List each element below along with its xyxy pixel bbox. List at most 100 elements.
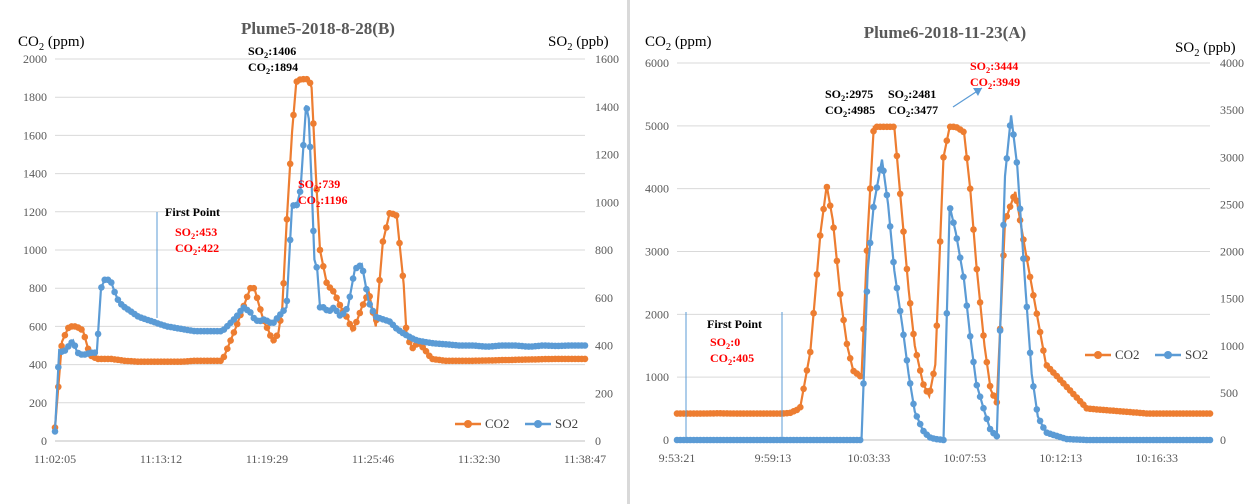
y-tick-label: 1400 — [23, 167, 47, 181]
data-point-so2 — [993, 432, 1001, 440]
data-point-co2 — [330, 288, 337, 295]
data-point-co2 — [383, 224, 390, 231]
annotation-text: CO2:3477 — [888, 103, 938, 119]
data-point-co2 — [257, 306, 264, 313]
data-point-co2 — [422, 347, 430, 355]
data-point-co2 — [936, 238, 944, 245]
data-point-co2 — [310, 120, 317, 127]
data-point-co2 — [797, 403, 804, 411]
data-point-co2 — [399, 272, 407, 280]
data-point-so2 — [366, 301, 374, 308]
data-point-so2 — [960, 273, 967, 281]
data-point-co2 — [243, 293, 251, 301]
data-point-so2 — [114, 296, 122, 304]
x-tick-label: 11:13:12 — [140, 452, 182, 466]
legend-label-so2: SO2 — [1185, 347, 1208, 362]
legend-label-co2: CO2 — [1115, 347, 1140, 362]
x-tick-label: 9:53:21 — [659, 451, 696, 465]
data-point-so2 — [950, 219, 957, 226]
data-point-co2 — [353, 318, 360, 326]
data-point-so2 — [966, 333, 974, 340]
data-point-so2 — [343, 305, 350, 313]
x-tick-label: 11:19:29 — [246, 452, 288, 466]
data-point-so2 — [363, 285, 370, 293]
data-point-so2 — [893, 284, 901, 292]
data-point-so2 — [300, 141, 307, 149]
data-point-so2 — [303, 105, 311, 112]
data-point-so2 — [973, 381, 981, 389]
data-point-so2 — [963, 302, 971, 310]
series-line-so2 — [53, 105, 585, 432]
data-point-co2 — [966, 185, 974, 192]
y2-tick-label: 600 — [595, 291, 613, 305]
data-point-co2 — [807, 348, 814, 356]
y2-tick-label: 1600 — [595, 52, 619, 66]
data-point-so2 — [856, 436, 864, 444]
annotation-text: SO2:2481 — [888, 87, 936, 103]
data-point-so2 — [1206, 436, 1214, 444]
data-point-so2 — [369, 307, 377, 315]
annotation-text: CO2:3949 — [970, 75, 1020, 91]
data-point-so2 — [903, 357, 911, 364]
x-tick-label: 10:07:53 — [943, 451, 986, 465]
data-point-co2 — [963, 154, 971, 162]
x-tick-label: 11:02:05 — [34, 452, 76, 466]
data-point-co2 — [333, 294, 340, 302]
data-point-co2 — [980, 332, 987, 339]
x-tick-label: 11:38:47 — [564, 452, 606, 466]
data-point-co2 — [833, 257, 841, 265]
data-point-co2 — [836, 290, 844, 298]
y-tick-label: 0 — [41, 434, 47, 448]
data-point-so2 — [883, 191, 891, 199]
data-point-co2 — [273, 332, 281, 340]
data-point-co2 — [983, 358, 991, 366]
data-point-so2 — [71, 342, 79, 350]
annotation-text: SO2:2975 — [825, 87, 873, 103]
legend-marker-co2 — [1094, 351, 1102, 359]
legend-label-so2: SO2 — [555, 416, 578, 431]
data-point-so2 — [310, 227, 317, 235]
data-point-co2 — [1003, 213, 1011, 220]
data-point-so2 — [996, 327, 1004, 334]
data-point-co2 — [840, 316, 847, 324]
annotation-text: SO2:1406 — [248, 44, 296, 60]
data-point-so2 — [1016, 205, 1024, 213]
data-point-co2 — [233, 320, 241, 328]
chart-plume5: 0 200 400 600 800 1000 1200 1400 1600 1800 2000 0 20… — [0, 0, 627, 504]
data-point-so2 — [860, 380, 867, 387]
y-tick-label: 6000 — [645, 56, 669, 70]
data-point-co2 — [227, 337, 234, 344]
y2-axis-label: SO2 (ppb) — [1175, 40, 1236, 59]
y2-tick-label: 1000 — [595, 195, 619, 209]
data-point-co2 — [976, 299, 984, 306]
data-point-co2 — [990, 392, 997, 399]
data-point-co2 — [402, 324, 410, 332]
data-point-co2 — [78, 326, 85, 333]
data-point-co2 — [1036, 328, 1044, 336]
annotation-text: CO2:405 — [710, 351, 754, 367]
y-tick-label: 800 — [29, 281, 47, 295]
chart-plume5-svg: 0 200 400 600 800 1000 1200 1400 1600 1800 2000 0 20… — [18, 19, 619, 466]
data-point-so2 — [946, 205, 954, 212]
y-tick-label: 400 — [29, 358, 47, 372]
data-point-so2 — [108, 279, 115, 286]
data-point-so2 — [359, 267, 367, 275]
y2-tick-label: 0 — [1220, 433, 1226, 447]
data-point-co2 — [813, 271, 821, 278]
data-point-co2 — [220, 353, 228, 361]
data-point-so2 — [913, 413, 921, 420]
data-point-co2 — [900, 228, 907, 235]
panel-divider — [627, 0, 630, 504]
data-point-co2 — [323, 279, 330, 287]
data-point-so2 — [356, 262, 364, 270]
y-tick-label: 0 — [663, 433, 669, 447]
data-point-co2 — [356, 309, 364, 317]
y-tick-label: 2000 — [23, 52, 47, 66]
legend-marker-co2 — [464, 420, 472, 428]
data-point-so2 — [1006, 122, 1014, 129]
data-point-co2 — [843, 340, 851, 348]
data-point-co2 — [1030, 292, 1037, 299]
y-tick-label: 1000 — [645, 370, 669, 384]
data-point-so2 — [51, 428, 59, 435]
y2-axis-label: SO2 (ppb) — [548, 34, 609, 53]
